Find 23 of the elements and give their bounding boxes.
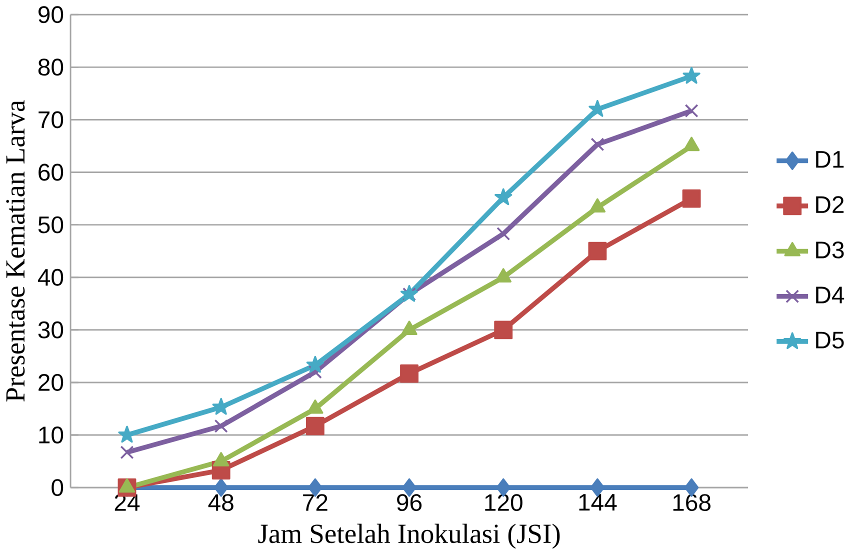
x-tick-label: 144: [579, 494, 617, 511]
y-tick-label: 0: [52, 479, 64, 496]
y-tick-label: 10: [39, 426, 64, 444]
legend-label: D5: [816, 332, 844, 349]
y-tick-label: 80: [38, 58, 64, 76]
legend-label: D4: [816, 286, 844, 304]
x-tick-label: 168: [673, 494, 710, 512]
y-tick-label: 40: [38, 268, 64, 286]
x-tick-label: 120: [485, 494, 522, 512]
x-axis-title: Jam Setelah Inokulasi (JSI): [258, 524, 560, 549]
y-tick-label: 50: [38, 216, 64, 234]
legend-label: D1: [816, 151, 844, 168]
legend-label: D3: [816, 242, 844, 258]
y-axis-title: Presentase Kematian Larva: [6, 100, 25, 402]
x-tick-label: 72: [303, 494, 328, 511]
y-tick-label: 70: [38, 111, 64, 128]
legend-label: D2: [816, 196, 844, 213]
x-tick-label: 48: [208, 494, 234, 512]
x-tick-label: 96: [397, 494, 422, 512]
y-tick-label: 20: [38, 374, 64, 391]
y-tick-label: 90: [38, 6, 64, 24]
y-tick-label: 60: [38, 164, 64, 181]
y-tick-label: 30: [38, 321, 64, 338]
